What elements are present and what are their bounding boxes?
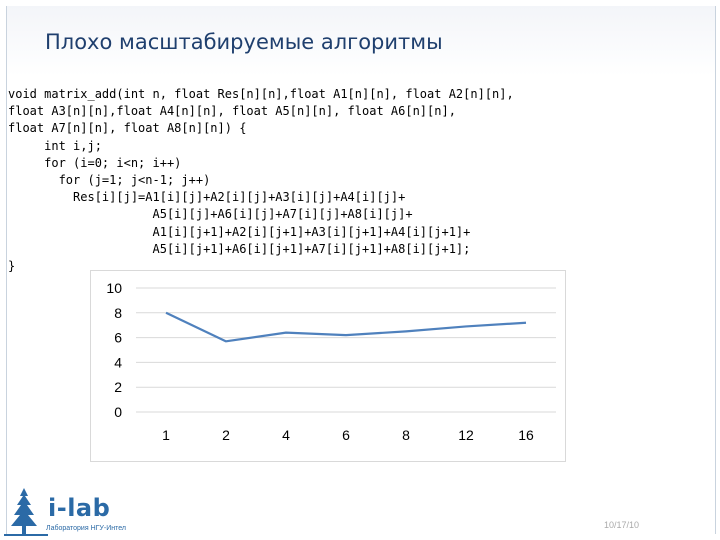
slide-date: 10/17/10 bbox=[604, 520, 640, 530]
chart-grid bbox=[136, 287, 556, 413]
chart-series bbox=[165, 311, 527, 343]
code-line: } bbox=[8, 259, 16, 274]
code-line: for (j=1; j<n-1; j++) bbox=[8, 173, 211, 188]
code-line: A5[i][j+1]+A6[i][j+1]+A7[i][j+1]+A8[i][j… bbox=[8, 241, 471, 256]
x-tick-label: 6 bbox=[342, 427, 350, 443]
code-line: for (i=0; i<n; i++) bbox=[8, 155, 182, 170]
series-line bbox=[165, 311, 527, 343]
y-tick-label: 4 bbox=[114, 354, 122, 370]
code-line: A5[i][j]+A6[i][j]+A7[i][j]+A8[i][j]+ bbox=[8, 207, 413, 222]
x-tick-label: 8 bbox=[402, 427, 410, 443]
logo-subtitle: Лаборатория НГУ-Интел bbox=[46, 525, 126, 532]
x-tick-label: 2 bbox=[222, 427, 230, 443]
tree-icon bbox=[4, 488, 48, 536]
x-tick-label: 1 bbox=[162, 427, 170, 443]
code-line: void matrix_add(int n, float Res[n][n],f… bbox=[8, 87, 514, 101]
code-line: int i,j; bbox=[8, 138, 102, 153]
y-tick-label: 2 bbox=[114, 379, 122, 395]
code-line: float A7[n][n], float A8[n][n]) { bbox=[8, 121, 247, 136]
y-tick-label: 6 bbox=[114, 330, 122, 346]
chart-y-ticks: 0 2 4 6 8 10 bbox=[106, 280, 122, 420]
logo-brand: i-lab bbox=[48, 494, 111, 522]
ilab-logo: i-lab Лаборатория НГУ-Интел bbox=[4, 486, 134, 538]
x-tick-label: 12 bbox=[458, 427, 474, 443]
code-line: A1[i][j+1]+A2[i][j+1]+A3[i][j+1]+A4[i][j… bbox=[8, 224, 471, 239]
x-tick-label: 16 bbox=[518, 427, 534, 443]
code-block: void matrix_add(int n, float Res[n][n],f… bbox=[8, 86, 514, 275]
y-tick-label: 8 bbox=[114, 305, 122, 321]
x-tick-label: 4 bbox=[282, 427, 290, 443]
slide-title: Плохо масштабируемые алгоритмы bbox=[45, 30, 443, 54]
line-chart: 0 2 4 6 8 10 1 2 4 6 8 12 16 bbox=[90, 270, 566, 462]
y-tick-label: 0 bbox=[114, 404, 122, 420]
code-line: float A3[n][n],float A4[n][n], float A5[… bbox=[8, 104, 456, 119]
chart-x-ticks: 1 2 4 6 8 12 16 bbox=[162, 427, 534, 443]
code-line: Res[i][j]=A1[i][j]+A2[i][j]+A3[i][j]+A4[… bbox=[8, 190, 406, 205]
y-tick-label: 10 bbox=[106, 280, 122, 296]
